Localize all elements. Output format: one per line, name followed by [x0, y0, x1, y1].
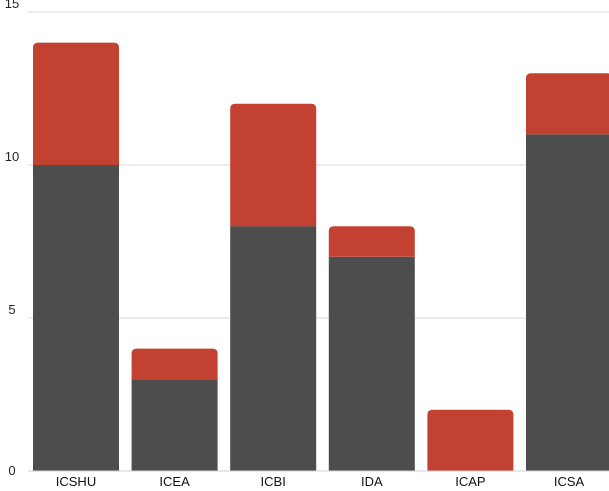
bars	[33, 42, 609, 471]
bar-icea-series-2	[131, 348, 218, 380]
bar-ida-series-1	[328, 256, 415, 471]
axes: 0 5 10 15 ICSHU ICEA ICBI IDA ICAP ICSA	[5, 0, 609, 489]
bar-icea-series-1	[131, 379, 218, 471]
x-tick-label-icbi: ICBI	[261, 474, 286, 489]
bar-icsa-series-1	[526, 134, 609, 471]
x-tick-label-icap: ICAP	[455, 474, 485, 489]
bar-icbi-series-2	[230, 103, 317, 227]
bar-icshu-series-1	[33, 165, 119, 471]
y-tick-label: 10	[5, 149, 19, 164]
gridlines	[28, 11, 609, 319]
x-tick-label-icshu: ICSHU	[56, 474, 96, 489]
bar-ida-series-2	[328, 226, 415, 257]
y-tick-label: 5	[8, 302, 15, 317]
y-tick-label: 0	[8, 463, 15, 478]
x-tick-label-ida: IDA	[361, 474, 383, 489]
x-tick-label-icea: ICEA	[159, 474, 190, 489]
x-tick-label-icsa: ICSA	[554, 474, 585, 489]
bar-icap-series-2	[427, 409, 514, 471]
bar-icshu-series-2	[33, 42, 119, 165]
bar-icbi-series-1	[230, 226, 317, 471]
bar-icsa-series-2	[526, 73, 609, 135]
y-tick-label: 15	[5, 0, 19, 11]
